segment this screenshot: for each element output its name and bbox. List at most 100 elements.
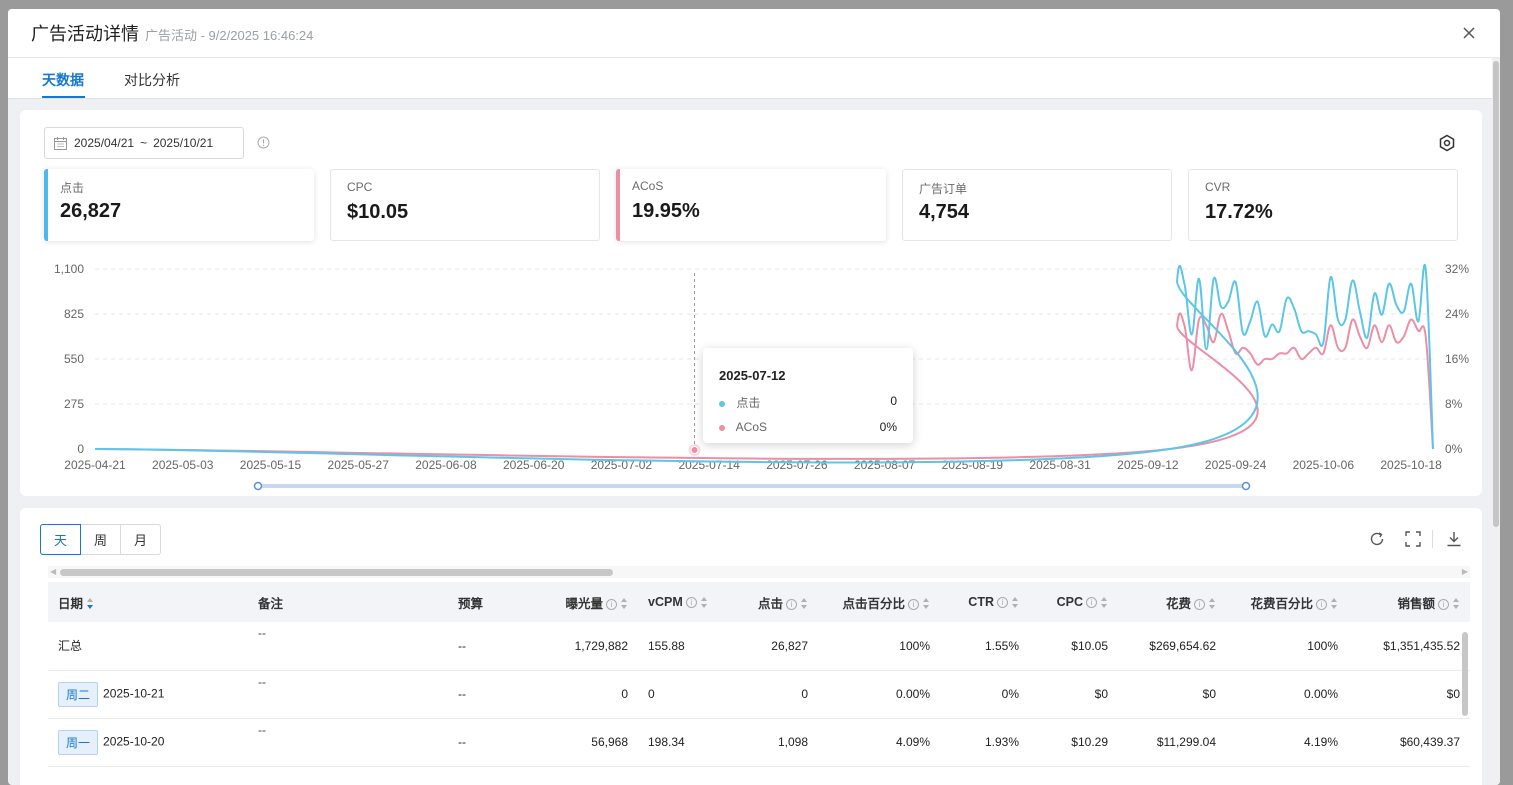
range-slider-start-handle[interactable] bbox=[253, 481, 263, 491]
column-header-label: CTR bbox=[968, 595, 994, 609]
column-header-sales[interactable]: 销售额 i bbox=[1348, 582, 1470, 622]
chart-panel: 2025/04/21 ~ 2025/10/21 点击 26,827 CPC $10.0… bbox=[20, 110, 1482, 496]
trend-chart[interactable]: 0 275 550 825 1,100 0% 8% 16% 24% 32% 2025-04-21 20… bbox=[20, 250, 1482, 500]
table-panel: 天 周 月 ◀ ▶ 日期 备注 预算 曝光量 i vCPM i 点击 i 点击百分比 i CT bbox=[20, 508, 1482, 785]
column-header-spend-pct[interactable]: 花费百分比 i bbox=[1226, 582, 1348, 622]
table-horizontal-scrollbar[interactable]: ◀ ▶ bbox=[48, 566, 1470, 578]
column-header-budget: 预算 bbox=[448, 582, 543, 622]
info-icon[interactable]: i bbox=[685, 597, 697, 609]
modal-header: 广告活动详情 广告活动 - 9/2/2025 16:46:24 bbox=[8, 9, 1500, 58]
cell-value: 1,098 bbox=[777, 735, 808, 749]
tab-compare-analysis[interactable]: 对比分析 bbox=[124, 72, 180, 88]
metric-card-cpc[interactable]: CPC $10.05 bbox=[330, 169, 600, 241]
table-horizontal-scroll-thumb[interactable] bbox=[60, 569, 613, 576]
cell-ctr: 0% bbox=[940, 670, 1029, 719]
sort-icon[interactable] bbox=[87, 598, 94, 610]
granularity-month-button[interactable]: 月 bbox=[120, 524, 161, 555]
metric-value: $10.05 bbox=[347, 201, 409, 223]
info-icon[interactable]: i bbox=[786, 598, 797, 610]
tooltip-row-acos: ACoS 0% bbox=[719, 420, 897, 434]
metric-card-indicator bbox=[616, 169, 620, 241]
column-header-label: 预算 bbox=[458, 596, 484, 611]
y-right-tick-label: 16% bbox=[1445, 352, 1469, 366]
x-tick-label: 2025-08-31 bbox=[1029, 458, 1091, 472]
cell-sales: $60,439.37 bbox=[1348, 718, 1470, 767]
sort-icon[interactable] bbox=[1101, 596, 1108, 609]
sort-icon[interactable] bbox=[923, 598, 930, 610]
sort-icon[interactable] bbox=[1209, 598, 1216, 610]
info-icon[interactable]: i bbox=[908, 598, 919, 610]
granularity-day-button[interactable]: 天 bbox=[40, 524, 81, 555]
granularity-week-button[interactable]: 周 bbox=[80, 524, 121, 555]
scroll-left-arrow[interactable]: ◀ bbox=[50, 567, 57, 576]
toolbar-divider bbox=[1432, 530, 1433, 548]
cell-value: 2025-10-20 bbox=[103, 734, 165, 749]
tab-daily-data[interactable]: 天数据 bbox=[42, 72, 84, 88]
modal-subtitle: 广告活动 - 9/2/2025 16:46:24 bbox=[145, 27, 314, 43]
sort-icon[interactable] bbox=[1012, 596, 1019, 609]
info-icon[interactable]: i bbox=[1086, 597, 1097, 609]
metric-card-acos[interactable]: ACoS 19.95% bbox=[616, 169, 886, 241]
metric-card-ad-orders[interactable]: 广告订单 4,754 bbox=[902, 169, 1172, 241]
date-range-start: 2025/04/21 bbox=[74, 136, 135, 150]
info-icon[interactable]: i bbox=[606, 598, 617, 610]
x-tick-label: 2025-09-12 bbox=[1117, 458, 1179, 472]
cell-budget: -- bbox=[448, 670, 543, 719]
sort-icon[interactable] bbox=[700, 596, 708, 609]
metric-card-cvr[interactable]: CVR 17.72% bbox=[1188, 169, 1458, 241]
column-header-ctr[interactable]: CTR i bbox=[940, 582, 1029, 622]
range-slider-end-handle[interactable] bbox=[1241, 481, 1251, 491]
column-header-date[interactable]: 日期 bbox=[48, 582, 248, 622]
x-tick-label: 2025-08-07 bbox=[854, 458, 916, 472]
cell-vcpm: 155.88 bbox=[638, 622, 738, 671]
cell-impressions: 1,729,882 bbox=[543, 622, 638, 671]
cell-sales: $0 bbox=[1348, 670, 1470, 719]
x-tick-label: 2025-07-26 bbox=[766, 458, 828, 472]
column-header-vcpm[interactable]: vCPM i bbox=[638, 582, 738, 622]
metric-card-clicks[interactable]: 点击 26,827 bbox=[44, 169, 314, 241]
column-header-click-pct[interactable]: 点击百分比 i bbox=[818, 582, 940, 622]
column-header-clicks[interactable]: 点击 i bbox=[738, 582, 818, 622]
info-icon[interactable]: i bbox=[997, 597, 1008, 609]
date-range-picker[interactable]: 2025/04/21 ~ 2025/10/21 bbox=[44, 127, 244, 159]
tooltip-row-clicks: 点击 0 bbox=[719, 394, 897, 411]
tooltip-dot-acos bbox=[719, 424, 725, 431]
cell-value: -- bbox=[458, 638, 466, 653]
chart-tooltip: 2025-07-12 点击 0 ACoS 0% bbox=[703, 348, 913, 443]
cell-clicks: 1,098 bbox=[738, 718, 818, 767]
y-right-tick-label: 0% bbox=[1445, 442, 1463, 456]
table-vertical-scroll-thumb[interactable] bbox=[1462, 632, 1468, 716]
sort-icon[interactable] bbox=[1453, 598, 1460, 610]
hover-point bbox=[690, 446, 699, 454]
y-left-tick-label: 1,100 bbox=[54, 262, 84, 276]
cell-ctr: 1.55% bbox=[940, 622, 1029, 671]
tooltip-value-clicks: 0 bbox=[890, 394, 897, 408]
info-icon[interactable]: i bbox=[1316, 598, 1327, 610]
settings-icon[interactable] bbox=[1438, 134, 1456, 152]
sort-icon[interactable] bbox=[801, 598, 808, 610]
sort-icon[interactable] bbox=[1331, 598, 1338, 610]
refresh-icon[interactable] bbox=[1368, 530, 1386, 548]
info-icon[interactable]: i bbox=[1194, 598, 1205, 610]
cell-spend: $269,654.62 bbox=[1118, 622, 1226, 671]
info-icon[interactable]: i bbox=[1438, 598, 1449, 610]
column-header-spend[interactable]: 花费 i bbox=[1118, 582, 1226, 622]
column-header-cpc[interactable]: CPC i bbox=[1029, 582, 1118, 622]
date-range-end: 2025/10/21 bbox=[153, 136, 214, 150]
modal-scrollbar-thumb[interactable] bbox=[1493, 61, 1499, 527]
metric-label: CVR bbox=[1205, 180, 1231, 194]
cell-value: -- bbox=[458, 687, 466, 701]
scroll-right-arrow[interactable]: ▶ bbox=[1461, 567, 1468, 576]
column-header-impressions[interactable]: 曝光量 i bbox=[543, 582, 638, 622]
cell-spend-pct: 0.00% bbox=[1226, 670, 1348, 719]
download-icon[interactable] bbox=[1445, 530, 1463, 548]
column-header-label: vCPM bbox=[648, 595, 683, 609]
info-icon[interactable] bbox=[257, 136, 270, 149]
sort-icon[interactable] bbox=[621, 598, 628, 610]
active-tab-indicator bbox=[42, 96, 85, 98]
fullscreen-icon[interactable] bbox=[1404, 530, 1422, 548]
close-icon[interactable] bbox=[1460, 24, 1478, 42]
date-range-separator: ~ bbox=[140, 136, 148, 150]
weekday-tag: 周一 bbox=[58, 729, 99, 755]
cell-date: 周二 2025-10-21 bbox=[48, 670, 248, 719]
